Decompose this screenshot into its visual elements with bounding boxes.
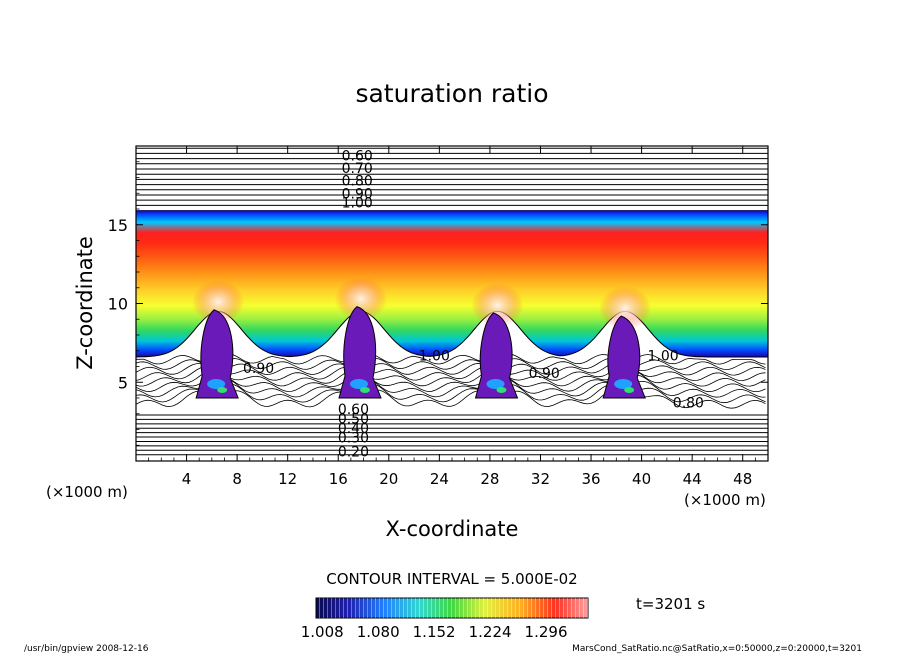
- plume-base-spot: [359, 387, 370, 393]
- y-tick-label: 5: [118, 373, 128, 392]
- contour-label: 0.60: [338, 402, 369, 418]
- y-axis-unit-right: (×1000 m): [684, 491, 766, 509]
- x-axis-label: X-coordinate: [386, 517, 519, 541]
- plume-glow: [192, 279, 245, 324]
- plume-base-spot: [624, 387, 635, 393]
- colorbar-tick-label: 1.296: [525, 623, 568, 641]
- x-tick-label: 32: [531, 470, 550, 488]
- y-axis-label: Z-coordinate: [73, 236, 97, 370]
- contour-label: 0.80: [673, 396, 704, 412]
- plume: [195, 309, 239, 399]
- plume: [474, 312, 519, 399]
- plume-top-glows: [192, 276, 652, 331]
- contour-label: 1.00: [648, 348, 679, 364]
- x-tick-label: 8: [232, 470, 242, 488]
- plume-base-spot: [614, 379, 633, 389]
- contour-label: 0.90: [529, 366, 560, 382]
- contour-line: [136, 373, 766, 393]
- contour-label: 0.20: [338, 445, 369, 461]
- x-axis-unit-left: (×1000 m): [46, 483, 128, 501]
- lower-contour-zone: [136, 353, 766, 409]
- x-tick-label: 28: [480, 470, 499, 488]
- y-tick-label: 15: [108, 216, 128, 235]
- y-tick-label: 10: [108, 295, 128, 314]
- contour-line: [136, 357, 766, 371]
- contour-interval: CONTOUR INTERVAL = 5.000E-02: [326, 570, 577, 588]
- contour-label: 0.80: [342, 174, 373, 190]
- saturation-color-band: [136, 210, 768, 357]
- chart-title: saturation ratio: [355, 79, 548, 108]
- y-axis-ticks: 5 10 15: [108, 161, 768, 446]
- contour-line: [136, 386, 766, 409]
- x-tick-label: 40: [632, 470, 651, 488]
- x-tick-label: 24: [430, 470, 449, 488]
- colorbar-tick-label: 1.080: [357, 623, 400, 641]
- x-tick-label: 16: [329, 470, 348, 488]
- plume-base-spot: [217, 387, 228, 393]
- band-lower-contour: [136, 310, 768, 358]
- contour-label: 0.60: [342, 148, 373, 164]
- contour-label: 1.00: [342, 196, 373, 212]
- x-tick-label: 36: [581, 470, 600, 488]
- plume: [338, 306, 382, 399]
- contour-line: [136, 361, 766, 376]
- contour-labels: 0.600.700.800.901.001.000.90 0.901.000.80…: [243, 148, 704, 460]
- colorbar-labels: 1.008 1.080 1.152 1.224 1.296: [301, 623, 568, 641]
- upper-contour-lines: [136, 147, 768, 212]
- contour-line: [136, 378, 766, 398]
- plume-glow: [599, 286, 652, 331]
- lower-contour-lines: [136, 414, 768, 456]
- x-axis-ticks: 4 8 12 16 20 24 28 32 36 40 44 48: [148, 146, 756, 488]
- contour-line: [136, 353, 766, 365]
- colorbar-tick-label: 1.152: [413, 623, 456, 641]
- contour-line: [136, 383, 766, 404]
- x-tick-label: 20: [379, 470, 398, 488]
- contour-label: 0.90: [243, 361, 274, 377]
- contour-label: 0.50: [338, 411, 369, 427]
- x-tick-label: 44: [683, 470, 702, 488]
- colorbar-stripes: [316, 598, 588, 618]
- plume-glow: [471, 283, 524, 328]
- colorbar-tick-label: 1.008: [301, 623, 344, 641]
- contour-label: 0.70: [342, 161, 373, 177]
- plume: [602, 315, 646, 399]
- contour-label: 0.30: [338, 430, 369, 446]
- plume-base-spot: [486, 379, 505, 389]
- x-tick-label: 48: [733, 470, 752, 488]
- plume-base-spot: [496, 387, 507, 393]
- convective-plumes: [195, 306, 646, 399]
- time-label: t=3201 s: [636, 595, 705, 613]
- plume-glow: [334, 276, 387, 321]
- x-tick-label: 12: [278, 470, 297, 488]
- contour-label: 0.90: [342, 186, 373, 202]
- colorbar-tick-label: 1.224: [469, 623, 512, 641]
- plot-area: [136, 146, 768, 461]
- contour-line: [136, 365, 766, 382]
- contour-label: 0.40: [338, 421, 369, 437]
- contour-line: [136, 369, 766, 387]
- footer-right: MarsCond_SatRatio.nc@SatRatio,x=0:50000,…: [572, 644, 862, 654]
- plume-base-spot: [349, 379, 368, 389]
- x-tick-label: 4: [182, 470, 192, 488]
- footer-left: /usr/bin/gpview 2008-12-16: [24, 644, 149, 654]
- plume-base-spot: [207, 379, 226, 389]
- contour-label: 1.00: [419, 348, 450, 364]
